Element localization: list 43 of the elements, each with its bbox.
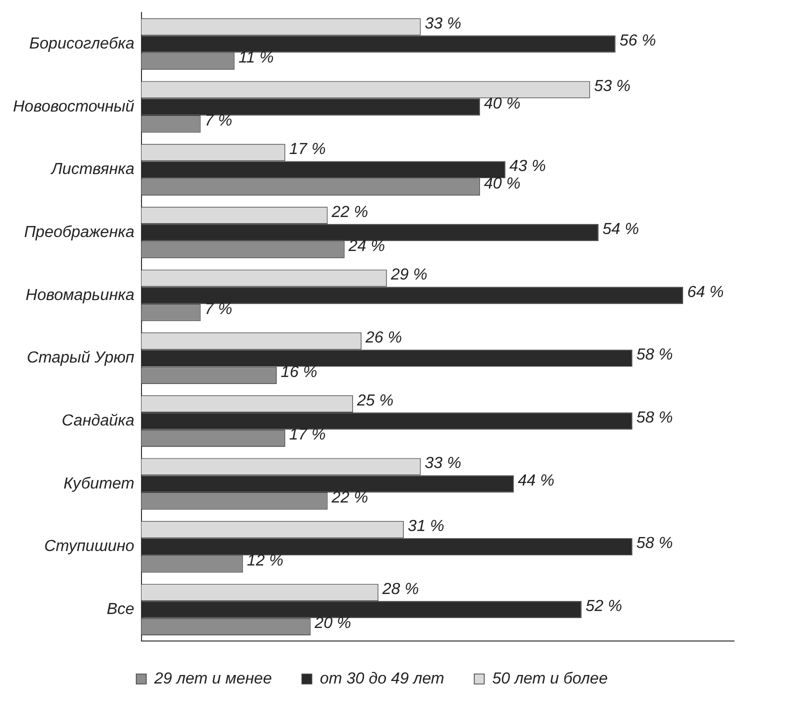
- data-label: 16 %: [280, 364, 318, 381]
- y-tick-label: Ступишино: [44, 538, 134, 556]
- y-tick-label: Листвянка: [50, 161, 134, 178]
- data-label: 33 %: [424, 455, 462, 472]
- data-label: 7 %: [204, 301, 232, 318]
- data-label: 64 %: [687, 284, 724, 301]
- data-label: 22 %: [330, 204, 368, 221]
- data-label: 58 %: [636, 410, 673, 427]
- data-label: 31 %: [408, 518, 444, 536]
- data-label: 11 %: [238, 50, 274, 67]
- y-tick-label: Сандайка: [62, 412, 134, 430]
- data-label: 53 %: [594, 78, 631, 96]
- data-label: 40 %: [484, 95, 520, 112]
- data-label: 26 %: [364, 329, 402, 346]
- data-label: 20 %: [314, 615, 352, 632]
- data-label: 44 %: [518, 472, 554, 490]
- data-label: 56 %: [619, 32, 656, 50]
- data-label: 7 %: [204, 112, 232, 130]
- y-tick-label: Преображенка: [24, 224, 134, 241]
- data-label: 43 %: [509, 158, 546, 176]
- data-label: 22 %: [330, 490, 368, 507]
- y-tick-label: Все: [106, 601, 134, 618]
- data-label: 17 %: [289, 140, 326, 158]
- data-label: 58 %: [636, 535, 673, 552]
- legend-label: 50 лет и более: [492, 670, 608, 688]
- data-label: 33 %: [424, 15, 462, 32]
- data-label: 24 %: [348, 238, 386, 256]
- data-label: 52 %: [586, 598, 622, 616]
- data-label: 54 %: [602, 220, 640, 238]
- data-label: 58 %: [636, 346, 673, 364]
- legend-label: 29 лет и менее: [153, 670, 272, 688]
- data-label: 28 %: [381, 580, 419, 598]
- y-tick-label: Кубитет: [63, 475, 134, 492]
- data-label: 17 %: [289, 426, 326, 444]
- y-tick-label: Борисоглебка: [29, 35, 134, 52]
- data-label: 25 %: [356, 392, 394, 410]
- data-label: 12 %: [246, 552, 284, 570]
- y-tick-label: Старый Урюп: [26, 350, 135, 367]
- y-tick-label: Новомарьинка: [26, 286, 134, 304]
- data-label: 40 %: [484, 175, 520, 192]
- data-label: 29 %: [390, 266, 428, 284]
- y-tick-label: Нововосточный: [12, 98, 134, 116]
- legend-label: от 30 до 49 лет: [320, 670, 444, 688]
